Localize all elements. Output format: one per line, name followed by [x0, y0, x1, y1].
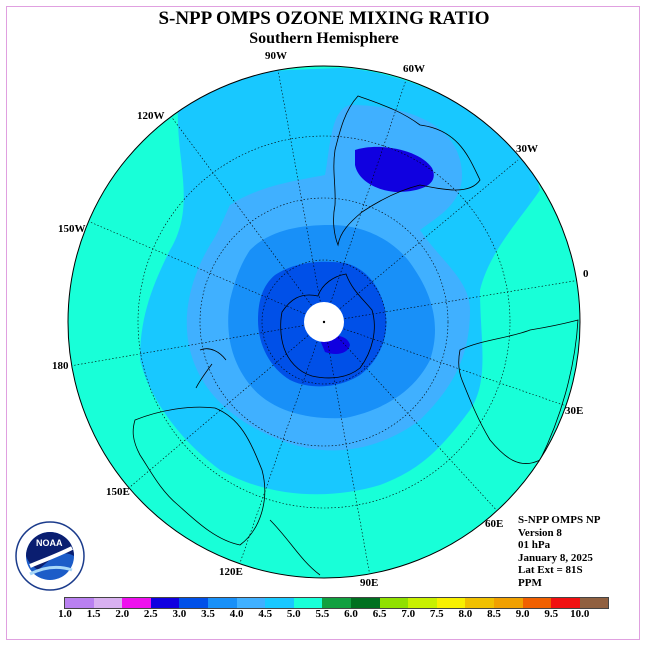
colorbar-tick-label: 5.0	[286, 608, 301, 620]
field-band-25	[355, 146, 434, 192]
colorbar-tick-label: 3.5	[201, 608, 215, 620]
info-date: January 8, 2025	[518, 551, 593, 564]
colorbar-swatch	[436, 598, 466, 608]
colorbar-swatch	[293, 598, 323, 608]
plot-frame	[6, 6, 640, 640]
colorbar-tick-label: 9.5	[544, 608, 559, 620]
lon-label-30e: 30E	[565, 405, 584, 417]
colorbar-tick-label: 2.5	[143, 608, 158, 620]
colorbar-tick-label: 7.5	[429, 608, 444, 620]
lon-label-150e: 150E	[106, 486, 130, 498]
colorbar-swatch	[122, 598, 151, 608]
colorbar-tick-label: 6.5	[372, 608, 387, 620]
colorbar-swatch	[551, 598, 580, 608]
coast-antarctica	[280, 273, 375, 379]
colorbar-swatch	[236, 598, 266, 608]
colorbar-tick-label: 4.0	[229, 608, 244, 620]
colorbar-swatch	[265, 598, 294, 608]
coast-new-zealand	[195, 348, 227, 389]
colorbar-tick-label: 1.5	[86, 608, 101, 620]
colorbar-swatch	[350, 598, 380, 608]
colorbar	[64, 597, 610, 609]
colorbar-tick-label: 6.0	[344, 608, 358, 620]
colorbar-swatch	[579, 598, 609, 608]
colorbar-swatch	[65, 598, 94, 608]
lon-label-30w: 30W	[516, 143, 538, 155]
colorbar-swatch	[179, 598, 208, 608]
graticule	[69, 69, 580, 577]
colorbar-tick-label: 7.0	[401, 608, 416, 620]
coast-south-america	[333, 95, 481, 247]
lon-label-120e: 120E	[219, 566, 243, 578]
colorbar-swatch	[408, 598, 437, 608]
colorbar-tick-label: 8.0	[458, 608, 473, 620]
info-instrument: S-NPP OMPS NP	[518, 514, 601, 526]
pole-dot	[322, 320, 326, 324]
colorbar-swatch	[322, 598, 351, 608]
colorbar-tick-label: 5.5	[315, 608, 330, 620]
colorbar-tick-label: 9.0	[515, 608, 530, 620]
colorbar-tick-label: 3.0	[172, 608, 187, 620]
lon-label-60e: 60E	[485, 518, 504, 530]
lon-label-120w: 120W	[137, 110, 165, 122]
colorbar-tick-label: 8.5	[487, 608, 501, 620]
colorbar-swatch	[379, 598, 409, 608]
lon-label-180: 180	[52, 360, 69, 372]
coastlines	[132, 95, 579, 576]
colorbar-ticks: 1.0 1.5 2.0 2.5 3.0 3.5 4.0 4.5 5.0 5.5 6.0 6.5 7.0 7…	[0, 608, 648, 622]
colorbar-swatch	[522, 598, 552, 608]
coast-australia	[132, 406, 266, 546]
info-lat-extent: Lat Ext = 81S	[518, 564, 583, 576]
info-block: S-NPP OMPS NP Version 8 01 hPa January 8…	[518, 514, 601, 589]
info-version: Version 8	[518, 526, 562, 539]
colorbar-swatch	[465, 598, 494, 608]
map-subtitle: Southern Hemisphere	[249, 30, 399, 47]
lon-label-60w: 60W	[403, 63, 425, 75]
lon-label-90e: 90E	[360, 577, 379, 589]
lon-label-0: 0	[583, 268, 589, 280]
colorbar-tick-label: 10.0	[570, 608, 590, 620]
colorbar-swatch	[493, 598, 523, 608]
colorbar-tick-label: 4.5	[258, 608, 273, 620]
colorbar-swatch	[93, 598, 123, 608]
coast-maritime	[269, 519, 321, 576]
lon-label-150w: 150W	[58, 223, 86, 235]
map-boundary	[67, 65, 581, 579]
noaa-logo	[15, 521, 85, 591]
map-title: S-NPP OMPS OZONE MIXING RATIO	[158, 8, 490, 29]
info-pressure: 01 hPa	[518, 539, 551, 551]
noaa-logo-label: NOAA	[36, 538, 63, 548]
info-units: PPM	[518, 576, 542, 589]
colorbar-swatch	[150, 598, 180, 608]
lon-label-90w: 90W	[265, 50, 287, 62]
colorbar-tick-label: 1.0	[58, 608, 72, 620]
coast-africa	[458, 319, 579, 464]
colorbar-tick-label: 2.0	[115, 608, 130, 620]
colorbar-swatch	[207, 598, 237, 608]
